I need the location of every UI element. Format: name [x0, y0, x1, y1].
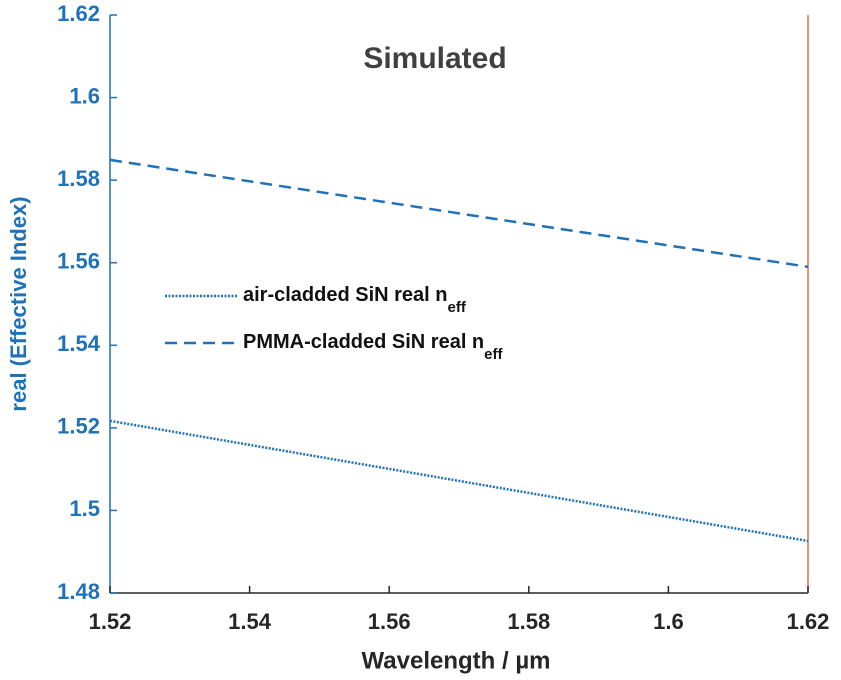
- x-tick-label: 1.56: [368, 609, 411, 634]
- x-tick-label: 1.58: [507, 609, 550, 634]
- legend-label: air-cladded SiN real neff: [243, 284, 467, 316]
- x-axis-label: Wavelength / µm: [362, 647, 551, 674]
- legend-subscript: eff: [484, 346, 503, 363]
- chart-title: Simulated: [363, 42, 506, 75]
- legend-name: air-cladded SiN real n: [243, 284, 448, 306]
- y-tick-label: 1.62: [57, 1, 100, 26]
- y-tick-label: 1.5: [69, 496, 100, 521]
- y-tick-label: 1.48: [57, 579, 100, 604]
- legend-name: PMMA-cladded SiN real n: [243, 331, 484, 353]
- y-tick-label: 1.52: [57, 414, 100, 439]
- x-tick-label: 1.54: [228, 609, 272, 634]
- y-tick-label: 1.6: [69, 83, 100, 108]
- data-line: [109, 158, 809, 269]
- x-tick-label: 1.62: [787, 609, 830, 634]
- legend-subscript: eff: [448, 299, 467, 316]
- x-tick-label: 1.52: [89, 609, 132, 634]
- y-tick-label: 1.54: [57, 331, 101, 356]
- y-axis-label: real (Effective Index): [6, 196, 31, 411]
- legend-label: PMMA-cladded SiN real neff: [243, 331, 503, 363]
- data-line: [109, 419, 809, 543]
- x-tick-label: 1.6: [653, 609, 684, 634]
- y-tick-label: 1.56: [57, 249, 100, 274]
- y-tick-label: 1.58: [57, 166, 100, 191]
